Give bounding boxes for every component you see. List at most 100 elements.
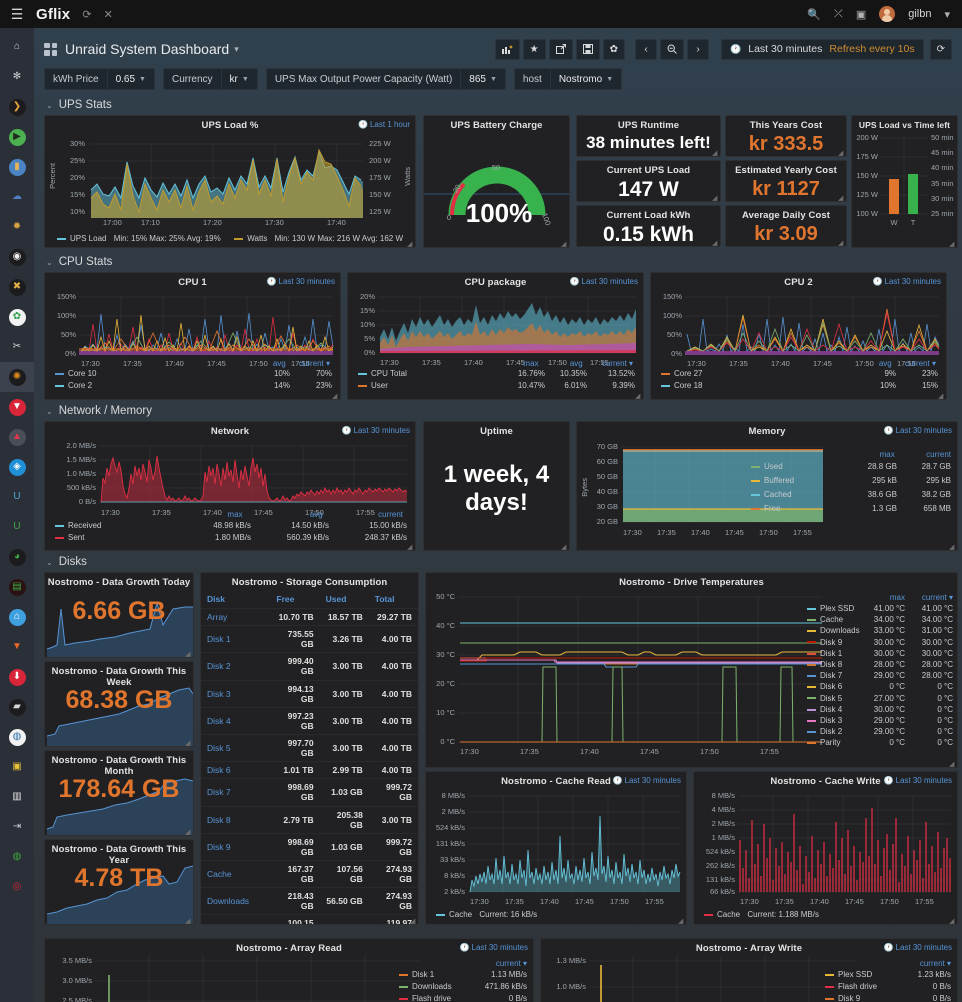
table-row[interactable]: Disk 7 998.69 GB 1.03 GB 999.72 GB <box>201 778 418 806</box>
rail-item-lidarr[interactable]: ✖ <box>0 272 34 302</box>
save-dashboard-button[interactable] <box>575 38 600 60</box>
table-row[interactable]: Array 10.70 TB 18.57 TB 29.27 TB <box>201 607 418 626</box>
resize-handle[interactable]: ◢ <box>185 740 191 747</box>
rail-item-uptime[interactable]: U <box>0 512 34 542</box>
panel-legend[interactable]: current ▾ Plex SSD 1.23 kB/s Flash drive 0… <box>825 959 951 1002</box>
rail-item-deluge[interactable]: ◍ <box>0 722 34 752</box>
legend-item[interactable]: Disk 3 29.00 °C 0 °C <box>807 716 953 725</box>
row-header-cpu[interactable]: ⌄ CPU Stats <box>34 253 962 272</box>
panel-time-range[interactable]: 🕐 Last 1 hour <box>358 120 410 129</box>
rail-item-nextcloud[interactable]: ☁ <box>0 182 34 212</box>
panel-legend[interactable]: Used 28.8 GB 28.7 GB Buffered 295 kB 295 k… <box>751 462 951 513</box>
table-row[interactable]: Downloads 218.43 GB 56.50 GB 274.93 GB <box>201 887 418 915</box>
rail-item-sonarr-search[interactable]: ✹ <box>0 212 34 242</box>
panel-legend[interactable]: current ▾ Disk 1 1.13 MB/s Downloads 471.8… <box>399 959 527 1002</box>
panel-legend[interactable]: Core 27 9% 23% Core 18 10% 15% <box>661 369 938 390</box>
variable-value[interactable]: 865 ▼ <box>469 73 497 85</box>
search-icon[interactable]: 🔍 <box>807 8 821 21</box>
panel-time-range[interactable]: 🕐 Last 30 minutes <box>872 277 941 286</box>
resize-handle[interactable]: ◢ <box>407 241 413 248</box>
legend-item[interactable]: Disk 8 28.00 °C 28.00 °C <box>807 660 953 669</box>
refresh-button[interactable]: ⟳ <box>929 38 952 60</box>
rail-item-bookstack[interactable]: ▥ <box>0 782 34 812</box>
table-row[interactable]: Cache 167.37 GB 107.56 GB 274.93 GB <box>201 859 418 888</box>
variable-value[interactable]: kr ▼ <box>229 73 249 85</box>
rail-item-nzbget[interactable]: ❯ <box>0 92 34 122</box>
resize-handle[interactable]: ◢ <box>838 150 844 157</box>
row-header-netmem[interactable]: ⌄ Network / Memory <box>34 402 962 421</box>
legend-item[interactable]: Cache 34.00 °C 34.00 °C <box>807 615 953 624</box>
panel-time-range[interactable]: 🕐 Last 30 minutes <box>883 776 952 785</box>
legend-item[interactable]: Disk 7 29.00 °C 28.00 °C <box>807 671 953 680</box>
legend-item[interactable]: Disk 9 30.00 °C 30.00 °C <box>807 638 953 647</box>
resize-handle[interactable]: ◢ <box>407 544 413 551</box>
rail-item-portainer[interactable]: ◈ <box>0 452 34 482</box>
close-icon[interactable]: ✕ <box>103 8 113 21</box>
rail-item-pihole[interactable]: ▼ <box>0 392 34 422</box>
avatar[interactable] <box>879 6 896 22</box>
page-title[interactable]: Unraid System Dashboard <box>65 41 230 57</box>
menu-hamburger-icon[interactable]: ☰ <box>10 5 24 22</box>
rail-item-lazylibrarian[interactable]: ▰ <box>0 692 34 722</box>
variable-host[interactable]: host Nostromo ▼ <box>513 68 623 90</box>
legend-item[interactable]: Disk 2 29.00 °C 0 °C <box>807 727 953 736</box>
mark-favorite-button[interactable]: ★ <box>522 38 546 60</box>
panel-time-range[interactable]: 🕐 Last 30 minutes <box>569 277 638 286</box>
variable-kwh-price[interactable]: kWh Price 0.65 ▼ <box>44 68 155 90</box>
table-row[interactable]: Disk 1 735.55 GB 3.26 TB 4.00 TB <box>201 625 418 653</box>
rail-item-tautulli[interactable]: ▮ <box>0 152 34 182</box>
resize-handle[interactable]: ◢ <box>410 918 416 925</box>
resize-handle[interactable]: ◢ <box>185 651 191 658</box>
panel-legend[interactable]: UPS Load Min: 15% Max: 25% Avg: 19% <box>57 234 221 243</box>
rail-item-speedtest[interactable]: ▤ <box>0 572 34 602</box>
legend-item[interactable]: Disk 4 30.00 °C 0 °C <box>807 705 953 714</box>
panel-time-range[interactable]: 🕐 Last 30 minutes <box>612 776 681 785</box>
resize-handle[interactable]: ◢ <box>561 544 567 551</box>
dashboard-settings-button[interactable]: ✿ <box>602 38 626 60</box>
rail-item-settings[interactable]: ✻ <box>0 62 34 92</box>
legend-item[interactable]: Downloads 33.00 °C 31.00 °C <box>807 626 953 635</box>
shuffle-icon[interactable]: ⤫ <box>834 7 843 20</box>
chevron-down-icon[interactable]: ▾ <box>944 8 950 21</box>
rail-item-github[interactable]: ◍ <box>0 842 34 872</box>
variable-ups-max-output-power-capacity-watt[interactable]: UPS Max Output Power Capacity (Watt) 865 ▼ <box>265 68 506 90</box>
table-row[interactable]: Disk 6 1.01 TB 2.99 TB 4.00 TB <box>201 761 418 779</box>
time-range-picker[interactable]: 🕐 Last 30 minutes Refresh every 10s <box>721 38 924 60</box>
table-row[interactable]: Plex Drive100.15 GB19.82 GB119.97 GB <box>201 914 418 924</box>
table-col-header[interactable]: Free <box>276 594 295 604</box>
rail-item-ombi[interactable]: ✂ <box>0 332 34 362</box>
zoom-out-button[interactable] <box>660 38 685 60</box>
legend-item[interactable]: Disk 1 30.00 °C 30.00 °C <box>807 649 953 658</box>
panel-legend[interactable]: Cache Current: 16 kB/s <box>436 910 537 919</box>
table-row[interactable]: Disk 2 999.40 GB 3.00 TB 4.00 TB <box>201 652 418 681</box>
resize-handle[interactable]: ◢ <box>185 829 191 836</box>
rail-item-syncthing[interactable]: ▣ <box>0 752 34 782</box>
panel-legend[interactable]: Watts Min: 130 W Max: 216 W Avg: 162 W <box>234 234 403 243</box>
row-header-ups[interactable]: ⌄ UPS Stats <box>34 96 962 115</box>
rail-item-home-assistant[interactable]: ⌂ <box>0 602 34 632</box>
time-back-button[interactable]: ‹ <box>635 38 658 60</box>
resize-handle[interactable]: ◢ <box>712 150 718 157</box>
resize-handle[interactable]: ◢ <box>949 544 955 551</box>
app-sidebar[interactable]: ⌂ ✻ ❯ ▶ ▮ ☁ ✹ ◉ ✖ ✿ ✂ ✺ ▼ ▲ ◈ U U ◕ ▤ ⌂ ▼ ⬇ ▰ ◍ ▣ ▥ ⇥ ◍ ◎ <box>0 28 34 1002</box>
legend-item[interactable]: Disk 5 27.00 °C 0 °C <box>807 694 953 703</box>
user-name[interactable]: gilbn <box>908 8 932 20</box>
resize-handle[interactable]: ◢ <box>678 918 684 925</box>
resize-handle[interactable]: ◢ <box>949 761 955 768</box>
panel-time-range[interactable]: 🕐 Last 30 minutes <box>883 943 952 952</box>
table-row[interactable]: Disk 5 997.70 GB 3.00 TB 4.00 TB <box>201 733 418 762</box>
rail-item-organizr[interactable]: ◎ <box>0 872 34 902</box>
resize-handle[interactable]: ◢ <box>332 393 338 400</box>
resize-handle[interactable]: ◢ <box>712 240 718 247</box>
panel-time-range[interactable]: 🕐 Last 30 minutes <box>459 943 528 952</box>
chevron-down-icon[interactable]: ▾ <box>234 43 239 54</box>
rail-item-nginx[interactable]: ◕ <box>0 542 34 572</box>
rail-item-netdata[interactable]: ▲ <box>0 422 34 452</box>
cast-icon[interactable]: ▣ <box>855 8 867 21</box>
table-row[interactable]: Disk 4 997.23 GB 3.00 TB 4.00 TB <box>201 706 418 735</box>
rail-item-grafana[interactable]: ✺ <box>0 362 34 392</box>
legend-item[interactable]: Parity 0 °C 0 °C <box>807 738 953 747</box>
table-col-header[interactable]: Disk <box>207 594 225 604</box>
panel-legend[interactable]: max current ▾ Plex SSD 41.00 °C 41.00 °C Ca… <box>807 593 953 749</box>
